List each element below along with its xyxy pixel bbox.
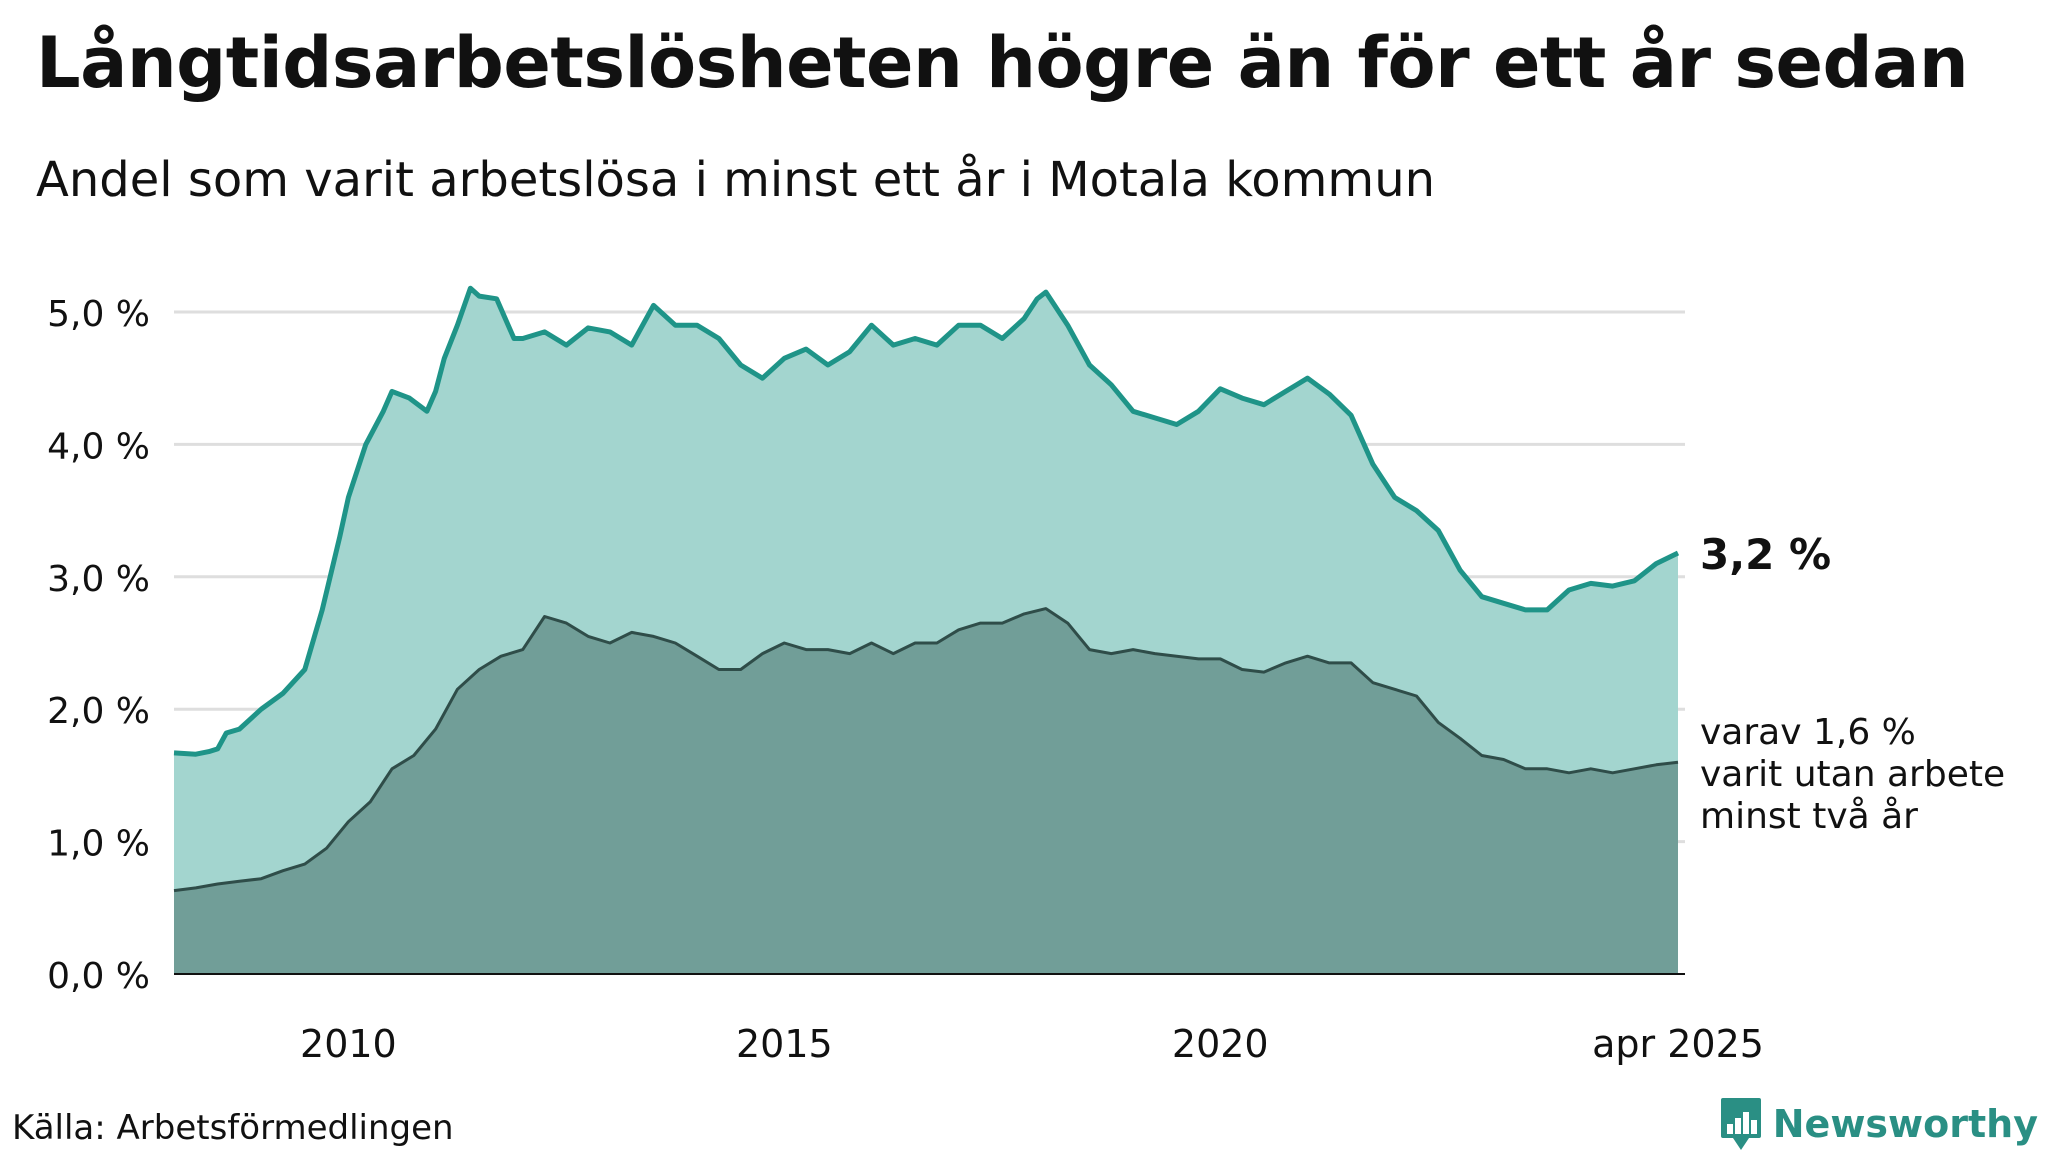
brand: Newsworthy [1719, 1096, 2038, 1152]
y-tick-label: 4,0 % [47, 426, 150, 467]
x-tick-label: 2020 [1172, 1022, 1269, 1066]
axes: 0,0 % 1,0 % 2,0 % 3,0 % 4,0 % 5,0 % 2010 2015 20… [47, 294, 1764, 1066]
x-tick-label: 2015 [736, 1022, 833, 1066]
end-label-lower-line: varav 1,6 % [1700, 712, 1916, 753]
x-tick-label: 2010 [300, 1022, 397, 1066]
end-label-upper: 3,2 % [1700, 530, 1831, 579]
chart-title: Långtidsarbetslösheten högre än för ett … [36, 22, 1969, 104]
y-tick-label: 0,0 % [47, 956, 150, 997]
newsworthy-logo-icon [1719, 1096, 1763, 1152]
end-label-lower-line: varit utan arbete [1700, 754, 2005, 795]
x-tick-label: apr 2025 [1592, 1022, 1764, 1066]
chart-subtitle: Andel som varit arbetslösa i minst ett å… [36, 152, 1436, 208]
area-minst_tva_ar [174, 608, 1678, 974]
y-tick-label: 1,0 % [47, 824, 150, 865]
end-label-lower-line: minst två år [1700, 796, 1918, 837]
series-areas [173, 285, 1680, 974]
y-tick-label: 3,0 % [47, 559, 150, 600]
line-minst_tva_ar [173, 607, 1679, 893]
y-tick-label: 5,0 % [47, 294, 150, 335]
line-minst_ett_ar [173, 285, 1680, 757]
brand-name: Newsworthy [1772, 1102, 2038, 1146]
y-tick-label: 2,0 % [47, 691, 150, 732]
source-credit: Källa: Arbetsförmedlingen [12, 1108, 454, 1148]
